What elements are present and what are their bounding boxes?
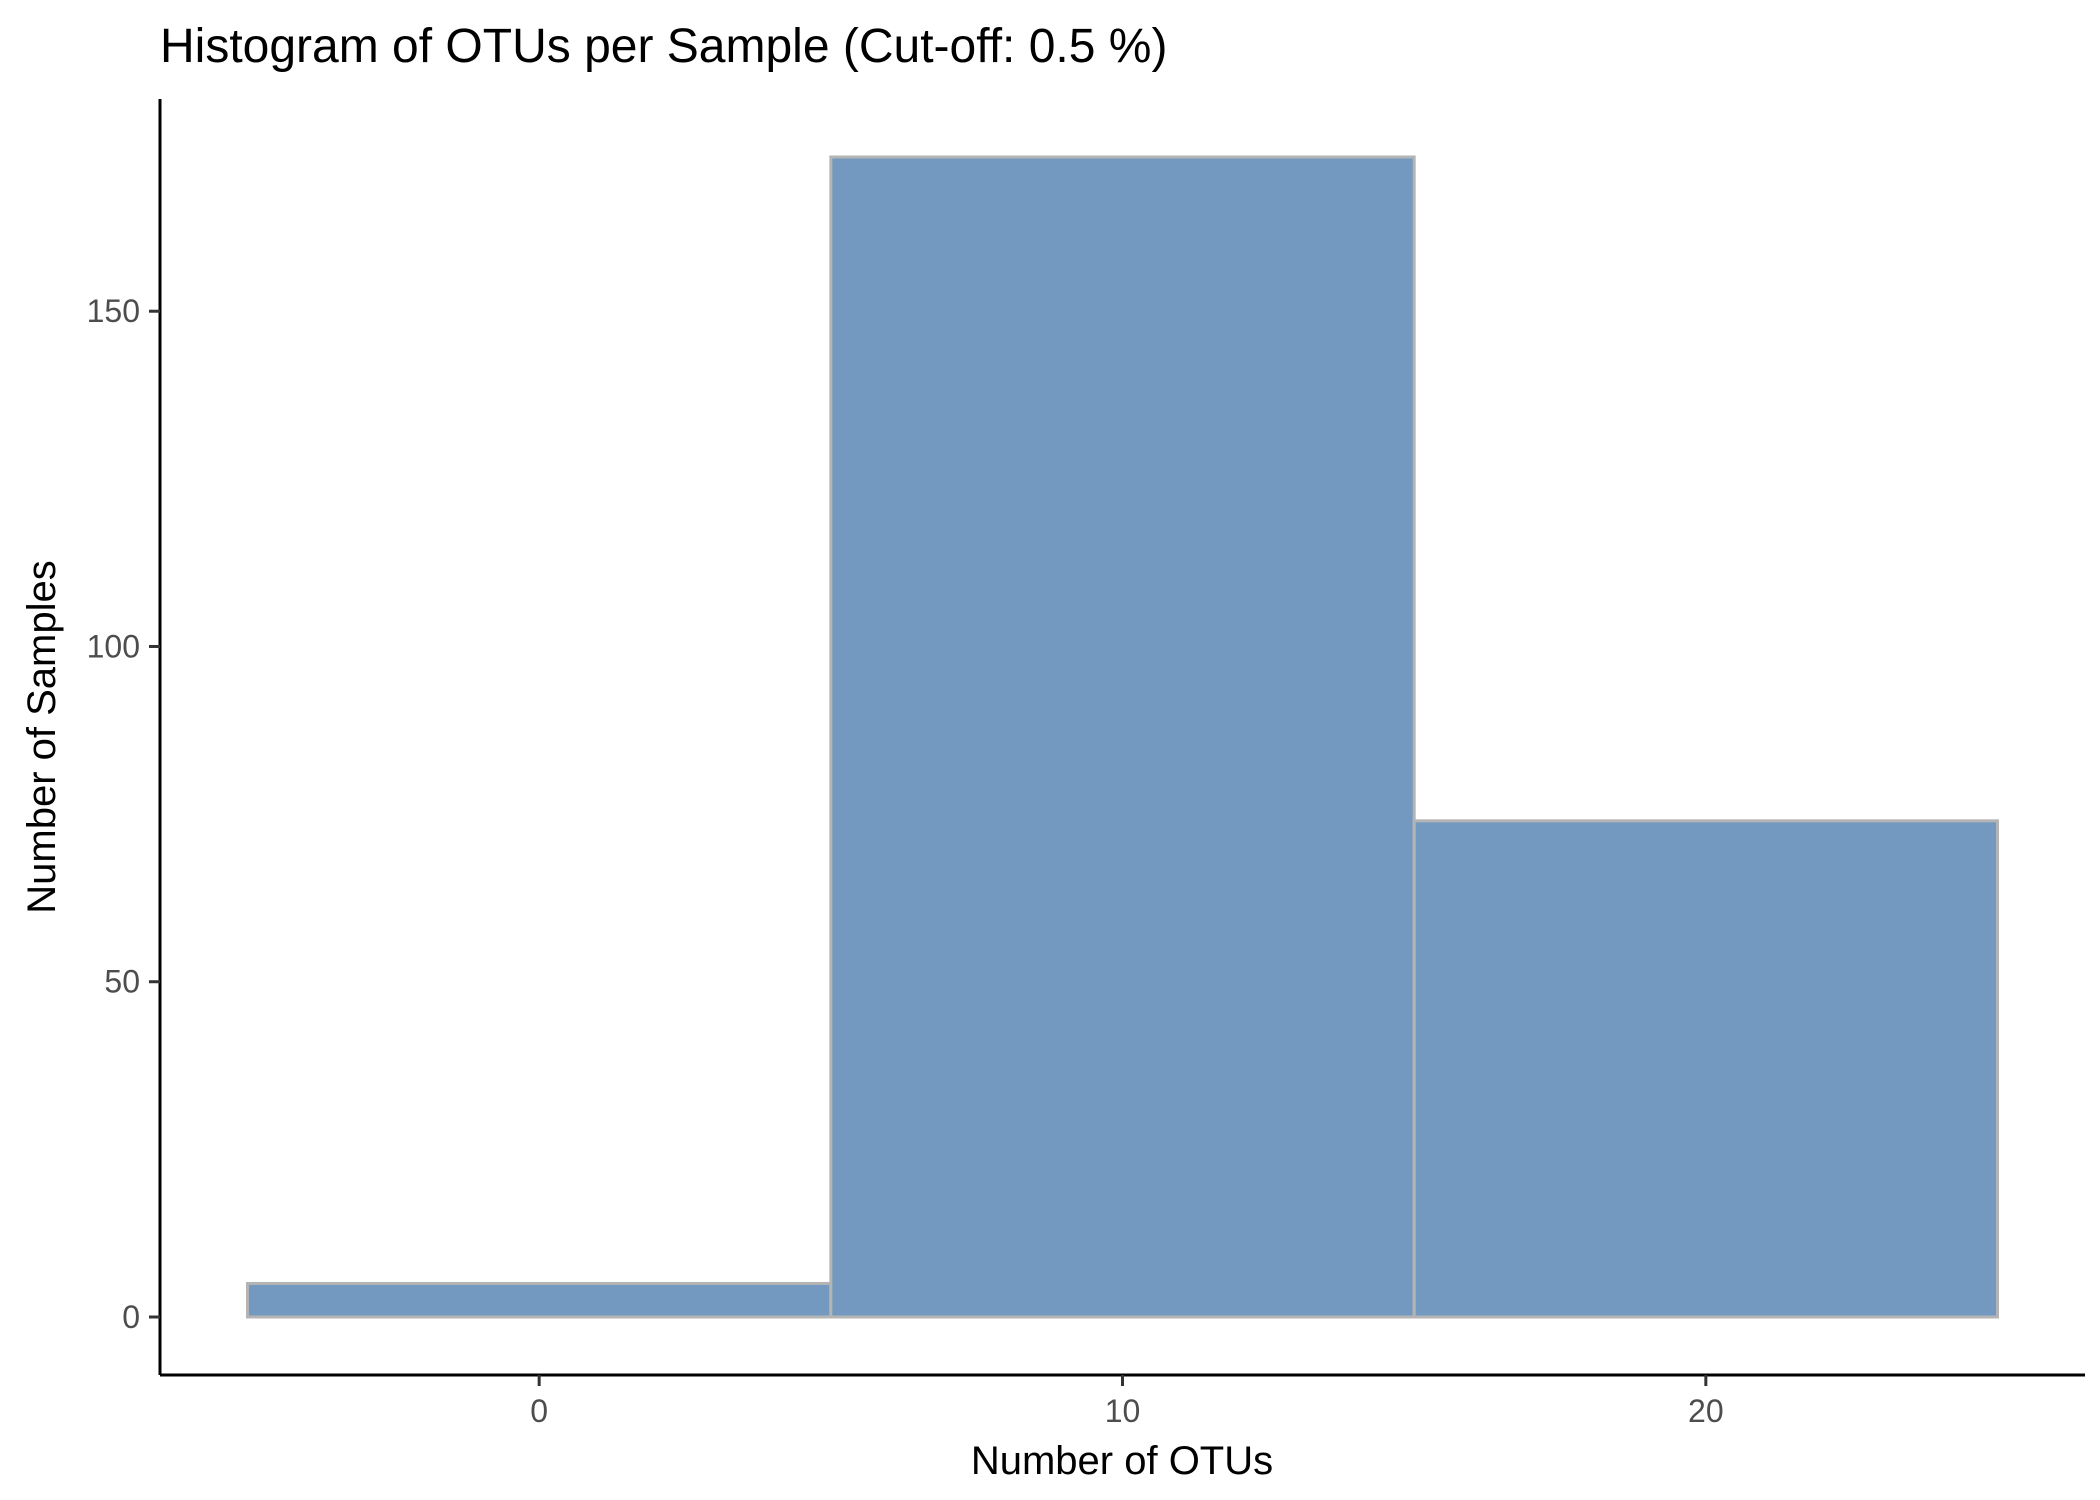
y-axis-title: Number of Samples — [20, 560, 64, 913]
histogram-bar-3 — [1412, 819, 1999, 1319]
histogram-bar-1 — [246, 1281, 833, 1319]
x-ticks-group: 0 10 20 — [530, 1375, 1724, 1429]
y-tick-label: 0 — [122, 1299, 140, 1335]
y-ticks-group: 0 50 100 150 — [87, 293, 160, 1335]
x-tick-label: 10 — [1105, 1393, 1141, 1429]
x-tick-label: 0 — [530, 1393, 548, 1429]
x-tick-label: 20 — [1688, 1393, 1724, 1429]
y-tick-label: 150 — [87, 293, 140, 329]
y-tick-label: 50 — [104, 964, 140, 1000]
x-axis-title: Number of OTUs — [971, 1439, 1273, 1483]
bars-group — [246, 155, 1999, 1319]
y-tick-label: 100 — [87, 628, 140, 664]
chart-title: Histogram of OTUs per Sample (Cut-off: 0… — [160, 20, 1167, 73]
histogram-bar-2 — [829, 155, 1416, 1319]
